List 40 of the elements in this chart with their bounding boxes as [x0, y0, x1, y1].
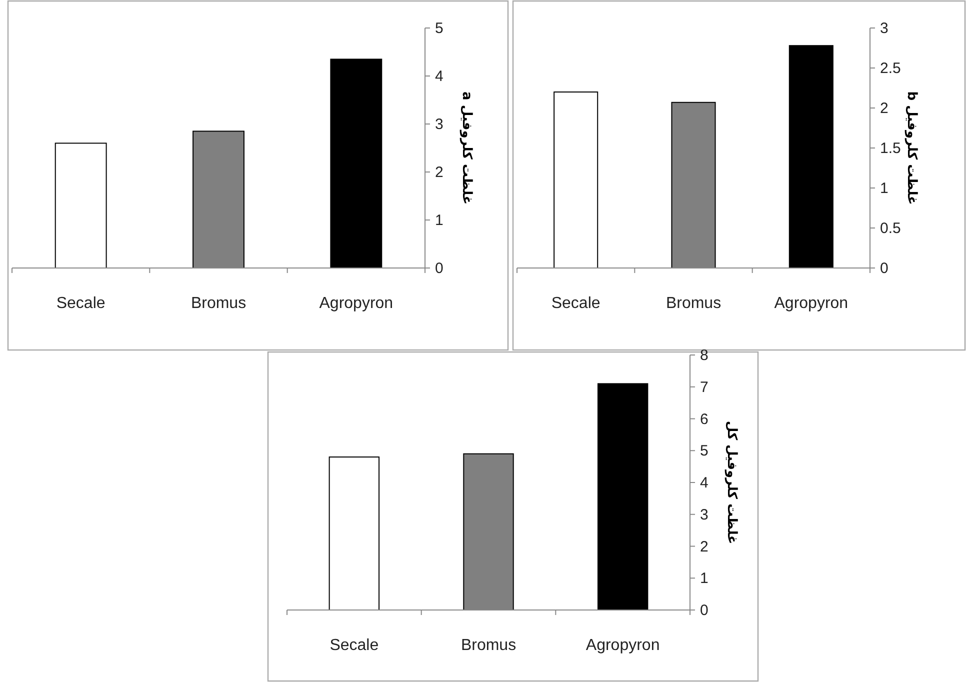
y-tick-label: 2 — [700, 538, 708, 556]
y-tick-label: 2 — [435, 164, 444, 181]
y-tick-label: 3 — [700, 506, 708, 524]
x-tick-label: Bromus — [460, 637, 516, 654]
y-tick-label: 4 — [700, 474, 708, 492]
y-tick-label: 0 — [435, 260, 444, 277]
x-tick-label: Secale — [330, 637, 379, 654]
x-tick-label: Secale — [551, 295, 600, 312]
y-tick-label: 3 — [435, 116, 444, 133]
y-tick-label: 0 — [880, 260, 888, 277]
x-tick-label: Secale — [56, 295, 106, 312]
y-tick-label: 0.5 — [880, 220, 901, 237]
y-tick-label: 1 — [435, 212, 444, 229]
y-tick-label: 3 — [880, 20, 888, 37]
bar — [54, 142, 107, 268]
y-tick-label: 2.5 — [880, 60, 901, 77]
bar — [328, 456, 380, 610]
y-tick-label: 4 — [435, 68, 444, 85]
x-tick-label: Agropyron — [319, 295, 394, 312]
y-tick-label: 6 — [700, 410, 708, 428]
bar — [788, 45, 834, 268]
y-tick-label: 0 — [700, 602, 708, 619]
y-tick-label: 5 — [700, 442, 708, 460]
y-tick-label: 5 — [435, 20, 444, 37]
x-tick-label: Agropyron — [774, 295, 848, 312]
y-tick-label: 1.5 — [880, 140, 901, 157]
y-tick-label: 7 — [700, 378, 708, 396]
y-tick-label: 1 — [700, 570, 708, 588]
x-tick-label: Bromus — [666, 295, 722, 312]
bar — [554, 92, 598, 268]
bar — [330, 58, 382, 268]
y-axis-title: غلظت کلروفیل a — [459, 92, 474, 204]
x-tick-label: Bromus — [190, 295, 246, 312]
x-tick-label: Agropyron — [586, 637, 660, 654]
y-tick-label: 1 — [880, 180, 888, 197]
y-tick-label: 8 — [700, 347, 708, 364]
y-axis-title: غلظت کلروفیل b — [904, 91, 919, 205]
y-tick-label: 2 — [880, 100, 888, 117]
y-axis-title: غلظت کلروفیل کل — [724, 420, 739, 544]
bar — [597, 383, 648, 610]
